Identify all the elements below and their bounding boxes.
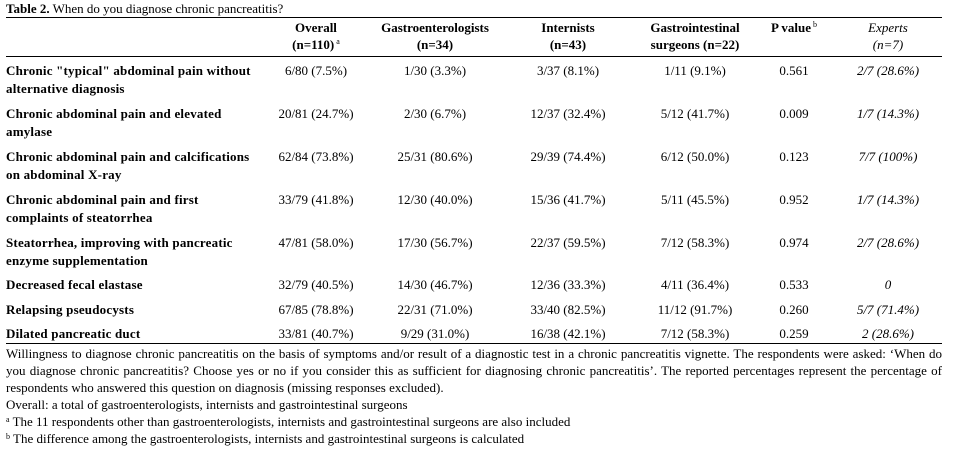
table-caption-text: When do you diagnose chronic pancreatiti… [49,1,284,16]
cell-gastro: 9/29 (31.0%) [400,326,470,341]
cell-p-value: 0.123 [779,149,809,164]
footnote-a-mark: a [6,415,10,424]
cell-experts: 1/7 (14.3%) [856,192,920,207]
table-caption-label: Table 2. [6,1,50,16]
cell-p-value: 0.561 [779,63,809,78]
table-row: Relapsing pseudocysts 67/85 (78.8%) 22/3… [6,296,942,321]
cell-experts: 1/7 (14.3%) [856,106,920,121]
table-notes: Willingness to diagnose chronic pancreat… [6,344,942,447]
cell-p-value: 0.259 [779,326,809,341]
row-label: Chronic abdominal pain and elevated amyl… [6,106,222,139]
cell-experts: 5/7 (71.4%) [856,302,920,317]
cell-gastro: 1/30 (3.3%) [403,63,467,78]
header-overall: Overall (n=110) a [292,20,340,52]
cell-surgeons: 11/12 (91.7%) [657,302,733,317]
data-table: Overall (n=110) a Gastroenterologists (n=34… [6,18,942,344]
cell-overall: 32/79 (40.5%) [278,277,354,292]
header-p-value: P value b [770,20,818,35]
cell-surgeons: 1/11 (9.1%) [664,63,726,78]
cell-surgeons: 5/12 (41.7%) [660,106,730,121]
cell-overall: 33/79 (41.8%) [278,192,354,207]
table-row: Chronic abdominal pain and elevated amyl… [6,99,942,142]
header-experts: Experts (n=7) [868,20,908,52]
row-label: Chronic abdominal pain and calcification… [6,149,250,182]
cell-experts: 0 [884,277,892,292]
cell-surgeons: 4/11 (36.4%) [660,277,730,292]
row-label: Chronic "typical" abdominal pain without… [6,63,251,96]
cell-internists: 12/37 (32.4%) [530,106,606,121]
cell-experts: 2 (28.6%) [862,326,914,341]
cell-overall: 47/81 (58.0%) [278,235,354,250]
cell-p-value: 0.974 [779,235,809,250]
cell-internists: 33/40 (82.5%) [530,302,606,317]
cell-overall: 20/81 (24.7%) [278,106,354,121]
cell-overall: 62/84 (73.8%) [278,149,354,164]
table-description: Willingness to diagnose chronic pancreat… [6,346,942,395]
header-label-col [6,18,262,57]
cell-surgeons: 7/12 (58.3%) [660,326,730,341]
footnote-b: b The difference among the gastroenterol… [6,430,942,447]
row-label: Steatorrhea, improving with pancreatic e… [6,235,233,268]
cell-gastro: 2/30 (6.7%) [403,106,467,121]
header-internists: Internists (n=43) [541,20,595,52]
cell-internists: 22/37 (59.5%) [530,235,606,250]
cell-p-value: 0.533 [779,277,809,292]
table-row: Chronic abdominal pain and calcification… [6,142,942,185]
cell-overall: 33/81 (40.7%) [278,326,354,341]
cell-experts: 7/7 (100%) [858,149,918,164]
cell-gastro: 22/31 (71.0%) [397,302,473,317]
cell-overall: 6/80 (7.5%) [284,63,348,78]
footnote-b-mark: b [6,432,10,441]
table-document: Table 2. When do you diagnose chronic pa… [6,0,942,447]
row-label: Relapsing pseudocysts [6,302,135,317]
cell-p-value: 0.952 [779,192,809,207]
cell-surgeons: 6/12 (50.0%) [660,149,730,164]
cell-surgeons: 7/12 (58.3%) [660,235,730,250]
row-label: Decreased fecal elastase [6,277,143,292]
table-header-row: Overall (n=110) a Gastroenterologists (n=34… [6,18,942,57]
cell-p-value: 0.009 [779,106,809,121]
header-gastroenterologists: Gastroenterologists (n=34) [381,20,489,52]
cell-overall: 67/85 (78.8%) [278,302,354,317]
cell-p-value: 0.260 [779,302,809,317]
footnote-b-text: The difference among the gastroenterolog… [10,431,525,446]
cell-gastro: 14/30 (46.7%) [397,277,473,292]
table-row: Decreased fecal elastase 32/79 (40.5%) 1… [6,271,942,296]
cell-internists: 15/36 (41.7%) [530,192,606,207]
row-label: Chronic abdominal pain and first complai… [6,192,199,225]
footnote-a: a The 11 respondents other than gastroen… [6,413,942,430]
footnote-a-text: The 11 respondents other than gastroente… [9,414,571,429]
cell-surgeons: 5/11 (45.5%) [660,192,730,207]
table-row: Dilated pancreatic duct 33/81 (40.7%) 9/… [6,321,942,344]
cell-internists: 3/37 (8.1%) [536,63,600,78]
header-gi-surgeons: Gastrointestinal surgeons (n=22) [650,20,740,52]
cell-internists: 29/39 (74.4%) [530,149,606,164]
table-row: Chronic "typical" abdominal pain without… [6,57,942,100]
overall-note: Overall: a total of gastroenterologists,… [6,397,408,412]
row-label: Dilated pancreatic duct [6,326,141,341]
cell-experts: 2/7 (28.6%) [856,235,920,250]
cell-gastro: 12/30 (40.0%) [397,192,473,207]
cell-internists: 16/38 (42.1%) [530,326,606,341]
header-overall-sup: a [336,37,340,46]
cell-gastro: 17/30 (56.7%) [397,235,473,250]
cell-internists: 12/36 (33.3%) [530,277,606,292]
table-row: Steatorrhea, improving with pancreatic e… [6,228,942,271]
table-caption: Table 2. When do you diagnose chronic pa… [6,0,942,18]
table-row: Chronic abdominal pain and first complai… [6,185,942,228]
header-p-value-sup: b [813,20,818,29]
cell-gastro: 25/31 (80.6%) [397,149,473,164]
cell-experts: 2/7 (28.6%) [856,63,920,78]
